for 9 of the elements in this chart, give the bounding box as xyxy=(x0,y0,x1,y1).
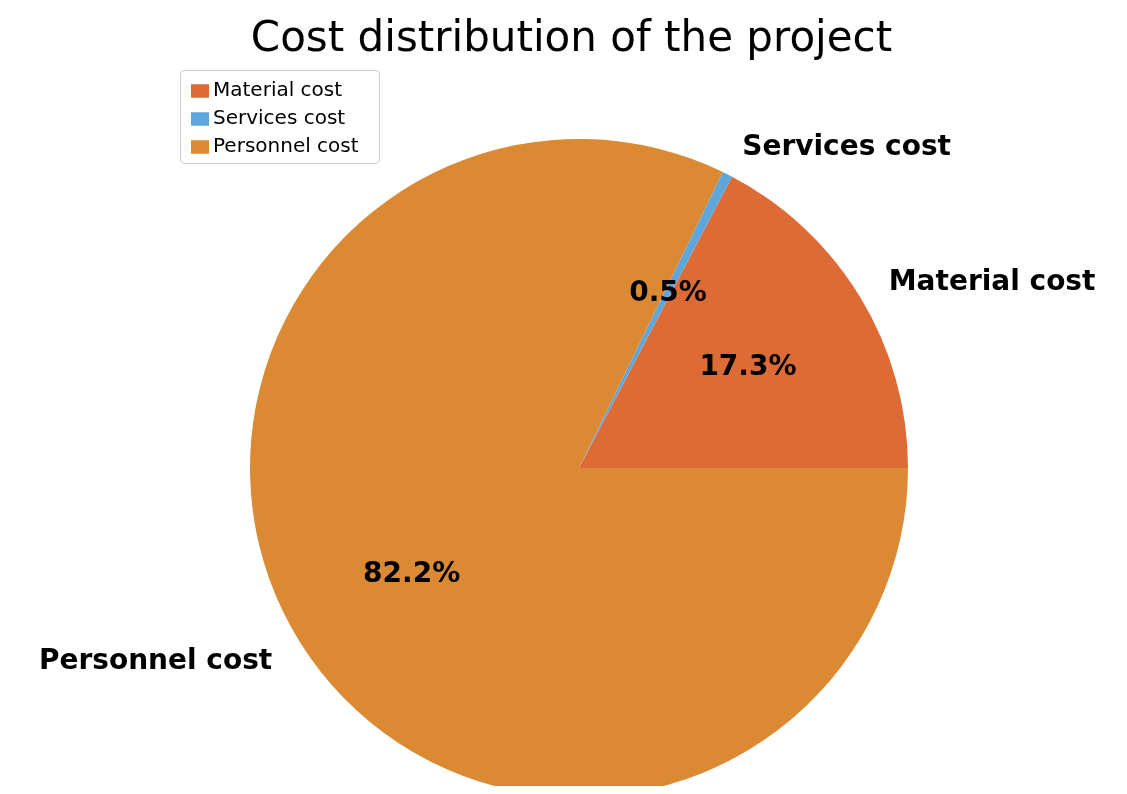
data-label: 17.3% xyxy=(699,349,797,383)
slice-label: Services cost xyxy=(742,128,951,162)
legend-label: Personnel cost xyxy=(213,133,359,157)
slice-label: Personnel cost xyxy=(38,643,273,677)
chart-title: Cost distribution of the project xyxy=(250,11,893,61)
slice-label: Material cost xyxy=(888,264,1096,298)
data-label: 82.2% xyxy=(363,556,461,590)
legend-label: Services cost xyxy=(213,105,346,129)
legend-label: Material cost xyxy=(213,77,343,101)
